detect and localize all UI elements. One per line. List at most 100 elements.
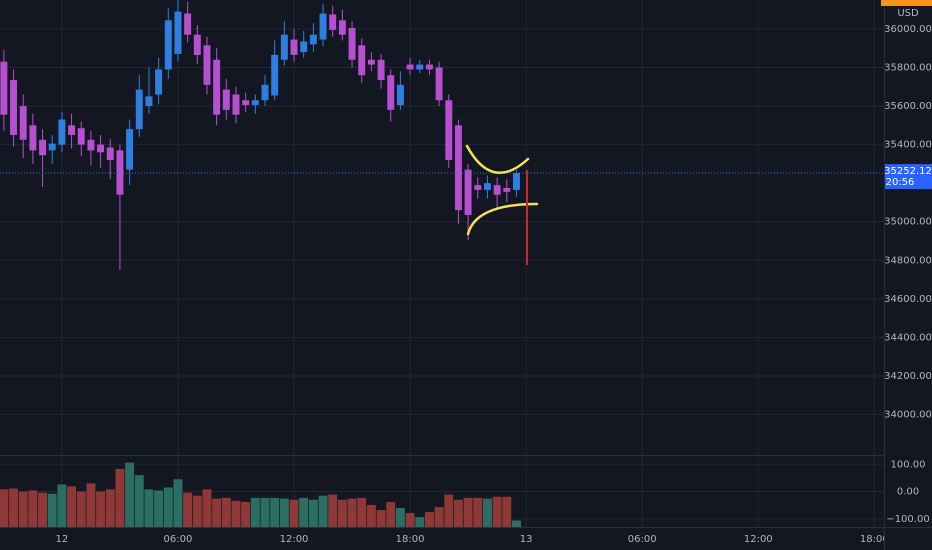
candle-body (106, 147, 114, 161)
volume-bar (96, 491, 106, 527)
volume-tick-label: 100.00 (891, 459, 926, 470)
candle-body (242, 100, 250, 106)
volume-bar (9, 488, 19, 527)
volume-bar (163, 487, 173, 527)
volume-bar (337, 499, 347, 527)
candle-body (0, 61, 8, 115)
candle-body (184, 13, 192, 35)
candle-body (503, 187, 511, 192)
volume-bar (386, 501, 396, 527)
volume-bar (173, 479, 183, 527)
volume-bar (482, 498, 492, 527)
candle-body (39, 139, 47, 156)
y-tick-label: 34600.00 (884, 294, 932, 305)
volume-bar (202, 489, 212, 527)
candle-body (387, 75, 395, 110)
volume-bar (279, 498, 289, 527)
candle-body (271, 54, 279, 96)
volume-bar (473, 497, 483, 527)
volume-bar (308, 499, 318, 527)
candle-body (358, 45, 366, 76)
candle-body (493, 185, 501, 195)
volume-bar (376, 510, 386, 527)
annotation-arc (466, 202, 539, 236)
volume-bar (318, 495, 328, 527)
candle-body (512, 173, 520, 190)
candle-body (290, 39, 298, 55)
volume-bar (76, 491, 86, 527)
candle-body (464, 169, 472, 215)
volume-bar (231, 500, 241, 527)
volume-bar (192, 495, 202, 527)
candle-body (406, 64, 414, 70)
volume-bar (221, 497, 231, 527)
candle-body (58, 119, 66, 145)
y-tick-label: 35600.00 (884, 101, 932, 112)
y-tick-label: 34000.00 (884, 410, 932, 421)
candle-body (396, 84, 404, 106)
x-axis: 12 06:00 12:00 18:00 13 06:00 12:00 18:00 (56, 534, 889, 545)
candle-body (19, 106, 27, 140)
x-tick-label: 18:00 (860, 534, 889, 545)
x-tick-label: 06:00 (628, 534, 657, 545)
y-tick-label: 35800.00 (884, 62, 932, 73)
candle-body (29, 125, 37, 151)
candle-body (174, 11, 182, 54)
candle-body (483, 183, 491, 190)
volume-bar (395, 507, 405, 527)
volume-bar (47, 493, 57, 527)
y-tick-label: 36000.00 (884, 24, 932, 35)
candle-body (10, 80, 18, 135)
candle-body (251, 100, 259, 106)
volume-bar (241, 501, 251, 527)
annotation-arc (465, 144, 530, 175)
volume-bar (183, 492, 193, 527)
candle-body (309, 34, 317, 45)
candle-body (97, 144, 105, 153)
candle-body (126, 129, 134, 170)
volume-bar (299, 497, 309, 527)
candle-body (116, 150, 124, 195)
volume-bar (260, 497, 270, 527)
candle-body (338, 20, 346, 35)
volume-bar (347, 498, 357, 527)
volume-bar (0, 489, 9, 527)
candle-body (445, 100, 453, 161)
candle-body (164, 20, 172, 70)
x-tick-label: 12 (56, 534, 69, 545)
y-tick-label: 35000.00 (884, 217, 932, 228)
y-tick-label: 34200.00 (884, 371, 932, 382)
volume-bar (415, 517, 425, 527)
x-tick-label: 06:00 (164, 534, 193, 545)
x-tick-label: 12:00 (280, 534, 309, 545)
volume-bar (434, 507, 444, 527)
volume-bar (57, 484, 67, 527)
volume-bar (212, 498, 222, 527)
candle-body (454, 125, 462, 211)
candle-body (203, 45, 211, 85)
x-tick-label: 13 (520, 534, 533, 545)
volume-tick-label: −100.00 (886, 514, 929, 525)
candle-body (155, 69, 163, 95)
volume-bar (28, 490, 38, 527)
candle-body (348, 27, 356, 60)
candle-body (329, 14, 337, 30)
candle-body (280, 34, 288, 60)
candle-body (319, 13, 327, 40)
volume-bar (86, 483, 96, 527)
candle-body (222, 89, 230, 110)
volume-bar (105, 489, 115, 527)
candle-body (145, 96, 153, 107)
y-tick-label: 34400.00 (884, 332, 932, 343)
candle-body (232, 94, 240, 115)
candle-body (300, 41, 308, 53)
volume-bar (502, 496, 512, 527)
price-tag-value: 35252.12 (884, 166, 932, 177)
candle-body (48, 143, 56, 151)
candle-body (77, 128, 85, 145)
x-tick-label: 18:00 (396, 534, 425, 545)
volume-bar (125, 462, 135, 527)
volume-tick-label: 0.00 (897, 487, 919, 498)
volume-bar (357, 497, 367, 527)
